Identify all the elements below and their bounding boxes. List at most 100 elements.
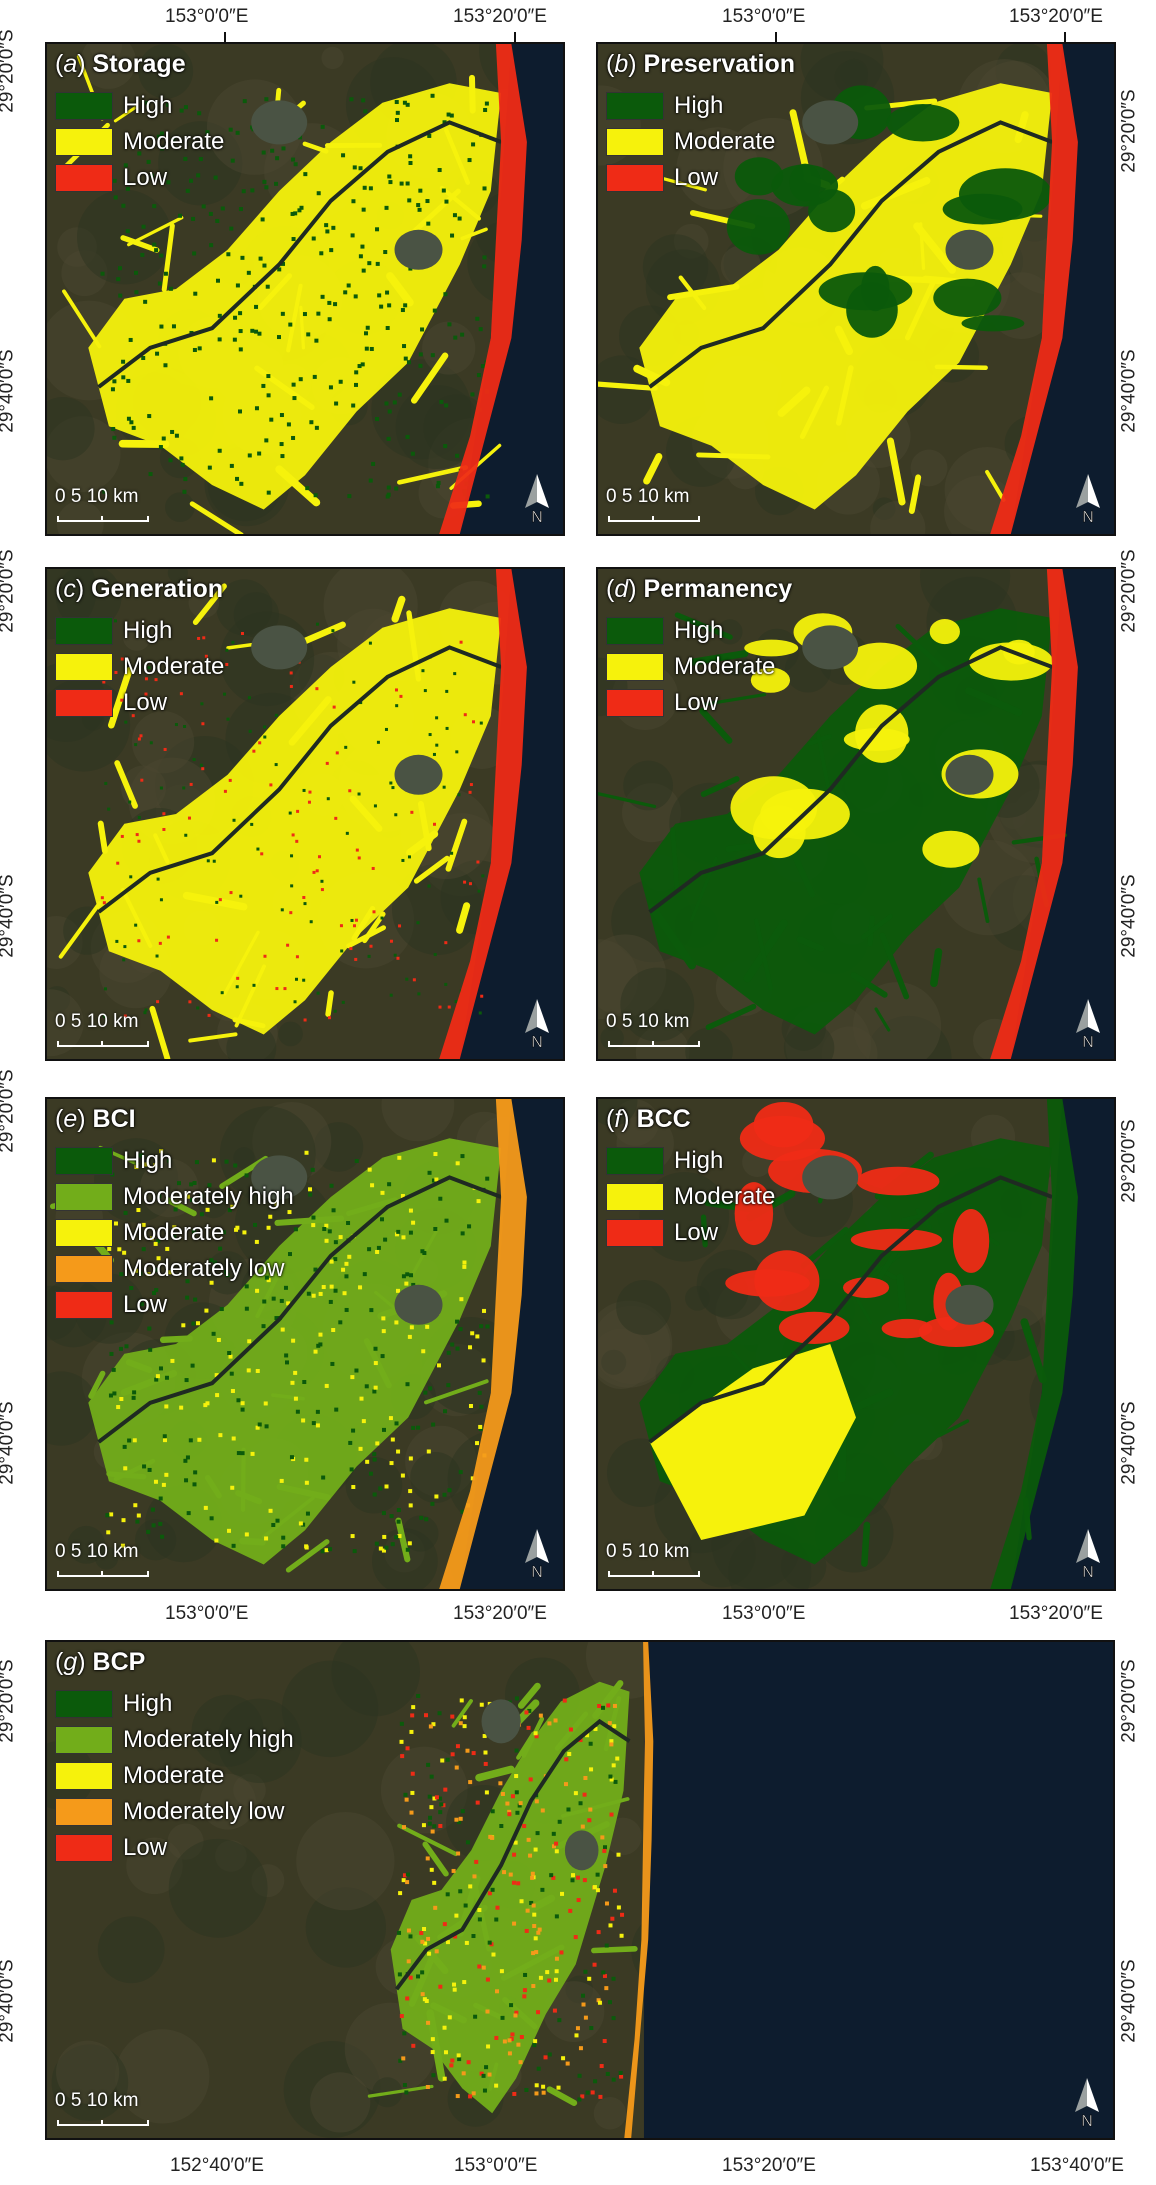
frame-tick	[775, 32, 777, 42]
panel-letter: b	[614, 50, 629, 78]
scale-mid-tick	[101, 1041, 103, 1047]
lon-label-bottom-1: 152°40′0″E	[170, 2155, 264, 2176]
map-panel-permanency: (d) Permanency High Moderate Low 0 5 10 km N	[596, 567, 1116, 1061]
scale-mid-tick	[101, 1571, 103, 1577]
map-panel-preservation: (b) Preservation High Moderate Low 0 5 10 km…	[596, 42, 1116, 536]
lon-label-mid-4: 153°20′0″E	[1009, 1603, 1103, 1624]
scale-line	[608, 1571, 700, 1577]
legend-swatch	[55, 1291, 113, 1319]
north-label: N	[531, 1034, 543, 1049]
panel-letter: f	[614, 1105, 622, 1133]
legend-item: Low	[55, 160, 224, 196]
map-panel-generation: (c) Generation High Moderate Low 0 5 10 km N	[45, 567, 565, 1061]
map-image	[47, 1642, 1113, 2138]
legend-swatch	[55, 1183, 113, 1211]
legend-item: Low	[606, 160, 775, 196]
legend-label: Low	[123, 164, 168, 191]
panel-title: (e) BCI	[55, 1105, 136, 1133]
lat-label-right-b1: 29°20′0″S	[1118, 89, 1140, 173]
map-image	[598, 44, 1114, 534]
legend-swatch	[606, 617, 664, 645]
north-arrow-icon: N	[525, 474, 549, 524]
legend-swatch	[606, 164, 664, 192]
legend-swatch	[55, 1762, 113, 1790]
legend-item: Low	[606, 1215, 775, 1251]
legend-swatch	[606, 1183, 664, 1211]
panel-letter: g	[63, 1648, 78, 1676]
scale-bar: 0 5 10 km	[55, 1011, 155, 1051]
lat-label-left-a2: 29°40′0″S	[0, 349, 18, 433]
legend-item: Low	[55, 1287, 294, 1323]
frame-tick	[514, 32, 516, 42]
legend-item: High	[55, 613, 224, 649]
legend-item: High	[55, 1686, 294, 1722]
legend-label: Low	[674, 1219, 719, 1246]
legend-swatch	[55, 1798, 113, 1826]
lat-label-left-g2: 29°40′0″S	[0, 1959, 18, 2043]
legend-item: Low	[606, 685, 775, 721]
legend-label: High	[123, 617, 173, 644]
legend-label: Low	[123, 1834, 168, 1861]
north-arrow-icon: N	[1075, 2078, 1099, 2128]
legend-item: Moderate	[55, 1758, 294, 1794]
legend: High Moderately high Moderate Moderately lo…	[55, 1143, 294, 1323]
legend-label: Low	[123, 1291, 168, 1318]
legend: High Moderately high Moderate Moderately lo…	[55, 1686, 294, 1866]
map-image	[47, 44, 563, 534]
legend-label: Moderate	[123, 128, 225, 155]
legend-item: Moderately low	[55, 1794, 294, 1830]
legend-label: Moderately high	[123, 1726, 294, 1753]
north-arrow-icon: N	[1076, 474, 1100, 524]
scale-labels: 0 5 10 km	[606, 1011, 690, 1032]
legend-item: Low	[55, 1830, 294, 1866]
lat-label-right-g2: 29°40′0″S	[1118, 1959, 1140, 2043]
scale-labels: 0 5 10 km	[55, 486, 139, 507]
legend-label: Moderately low	[123, 1255, 285, 1282]
legend-item: High	[606, 1143, 775, 1179]
legend-label: High	[123, 1147, 173, 1174]
legend-swatch	[606, 92, 664, 120]
legend-item: High	[55, 88, 224, 124]
scale-mid-tick	[101, 2120, 103, 2126]
scale-labels: 0 5 10 km	[55, 2090, 139, 2111]
legend-label: Moderate	[674, 653, 776, 680]
map-panel-bci: (e) BCI High Moderately high Moderate Modera…	[45, 1097, 565, 1591]
lon-label-bottom-3: 153°20′0″E	[722, 2155, 816, 2176]
legend-swatch	[55, 653, 113, 681]
legend-label: Moderate	[123, 653, 225, 680]
panel-title: (b) Preservation	[606, 50, 795, 78]
scale-bar: 0 5 10 km	[55, 486, 155, 526]
panel-title-text: BCI	[92, 1105, 136, 1133]
lon-label-top-1: 153°0′0″E	[165, 6, 249, 27]
scale-labels: 0 5 10 km	[55, 1011, 139, 1032]
legend-swatch	[55, 1726, 113, 1754]
panel-title: (c) Generation	[55, 575, 224, 603]
legend-swatch	[55, 1255, 113, 1283]
lat-label-right-g1: 29°20′0″S	[1118, 1659, 1140, 1743]
frame-tick	[224, 32, 226, 42]
scale-bar: 0 5 10 km	[55, 1541, 155, 1581]
lat-label-left-c1: 29°20′0″S	[0, 549, 18, 633]
legend-swatch	[55, 164, 113, 192]
legend-swatch	[55, 1834, 113, 1862]
north-arrow-icon: N	[525, 999, 549, 1049]
scale-bar: 0 5 10 km	[606, 486, 706, 526]
legend-swatch	[606, 689, 664, 717]
legend-item: Moderately high	[55, 1722, 294, 1758]
legend-item: Moderate	[606, 1179, 775, 1215]
lat-label-left-a1: 29°20′0″S	[0, 29, 18, 113]
map-panel-storage: (a) Storage High Moderate Low 0 5 10 km N	[45, 42, 565, 536]
map-panel-bcp: (g) BCP High Moderately high Moderate Modera…	[45, 1640, 1115, 2140]
frame-tick	[1064, 32, 1066, 42]
scale-line	[57, 2120, 149, 2126]
lon-label-top-2: 153°20′0″E	[453, 6, 547, 27]
legend-label: Moderate	[123, 1219, 225, 1246]
lat-label-left-e1: 29°20′0″S	[0, 1069, 18, 1153]
panel-title-text: Permanency	[643, 575, 793, 603]
legend-item: Moderate	[606, 124, 775, 160]
legend-swatch	[55, 1147, 113, 1175]
legend: High Moderate Low	[606, 1143, 775, 1251]
north-arrow-icon: N	[525, 1529, 549, 1579]
lat-label-left-g1: 29°20′0″S	[0, 1659, 18, 1743]
legend-swatch	[55, 92, 113, 120]
